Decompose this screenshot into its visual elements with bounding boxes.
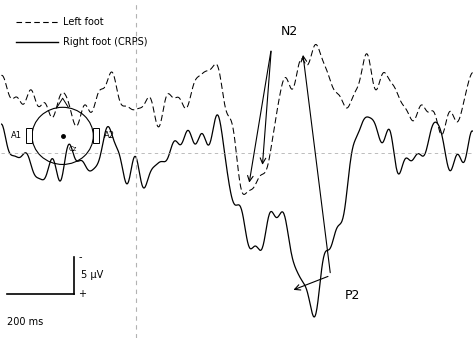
Text: N2: N2 xyxy=(281,25,298,38)
Text: A1: A1 xyxy=(10,132,22,140)
Text: 200 ms: 200 ms xyxy=(7,317,43,327)
Text: Right foot (CRPS): Right foot (CRPS) xyxy=(63,37,147,47)
FancyBboxPatch shape xyxy=(27,128,32,143)
Text: Cz: Cz xyxy=(68,146,77,152)
Text: P2: P2 xyxy=(345,289,360,302)
Text: -: - xyxy=(78,252,82,262)
Text: Left foot: Left foot xyxy=(63,17,103,26)
Text: 5 μV: 5 μV xyxy=(82,271,104,280)
Text: A2: A2 xyxy=(104,132,115,140)
FancyBboxPatch shape xyxy=(93,128,99,143)
Text: +: + xyxy=(78,289,86,299)
